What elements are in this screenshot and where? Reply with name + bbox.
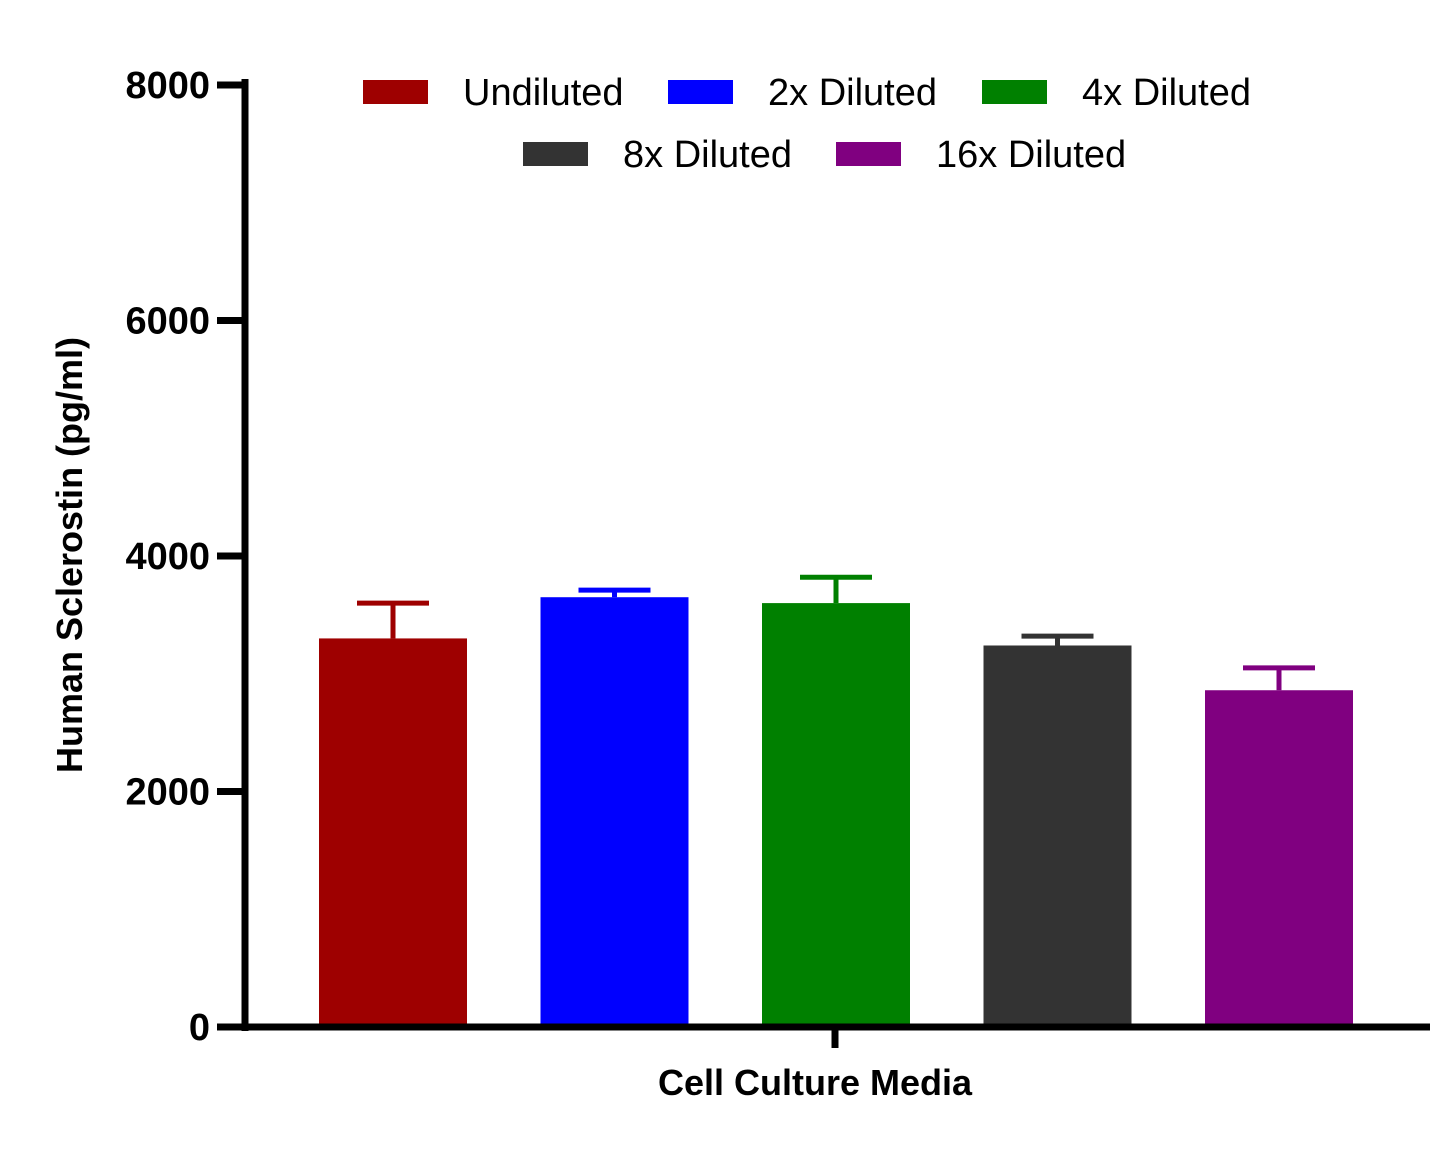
legend-label: 16x Diluted	[936, 134, 1126, 176]
bar	[983, 645, 1132, 1027]
legend-swatch	[982, 80, 1047, 104]
legend-swatch	[523, 142, 588, 166]
y-axis-title: Human Sclerostin (pg/ml)	[49, 337, 90, 773]
legend-swatch	[668, 80, 733, 104]
bars-group	[319, 597, 1353, 1027]
bar	[1205, 690, 1353, 1027]
y-ticks-group: 0 2000 4000 6000 8000	[125, 65, 245, 1049]
bar	[540, 597, 689, 1027]
y-tick-label: 8000	[125, 65, 210, 107]
bar	[762, 603, 910, 1027]
bar	[319, 638, 467, 1027]
legend-swatch	[363, 80, 428, 104]
x-axis-title: Cell Culture Media	[658, 1062, 973, 1103]
legend: Undiluted 2x Diluted 4x Diluted 8x Diluted 1…	[363, 72, 1251, 176]
legend-swatch	[836, 142, 901, 166]
y-tick-label: 4000	[125, 536, 210, 578]
y-tick-label: 0	[189, 1007, 210, 1049]
error-bars-group	[357, 574, 1315, 691]
legend-label: 4x Diluted	[1082, 72, 1251, 114]
legend-label: 8x Diluted	[623, 134, 792, 176]
y-tick-label: 2000	[125, 772, 210, 814]
legend-label: Undiluted	[463, 72, 624, 114]
y-tick-label: 6000	[125, 301, 210, 343]
legend-label: 2x Diluted	[768, 72, 937, 114]
